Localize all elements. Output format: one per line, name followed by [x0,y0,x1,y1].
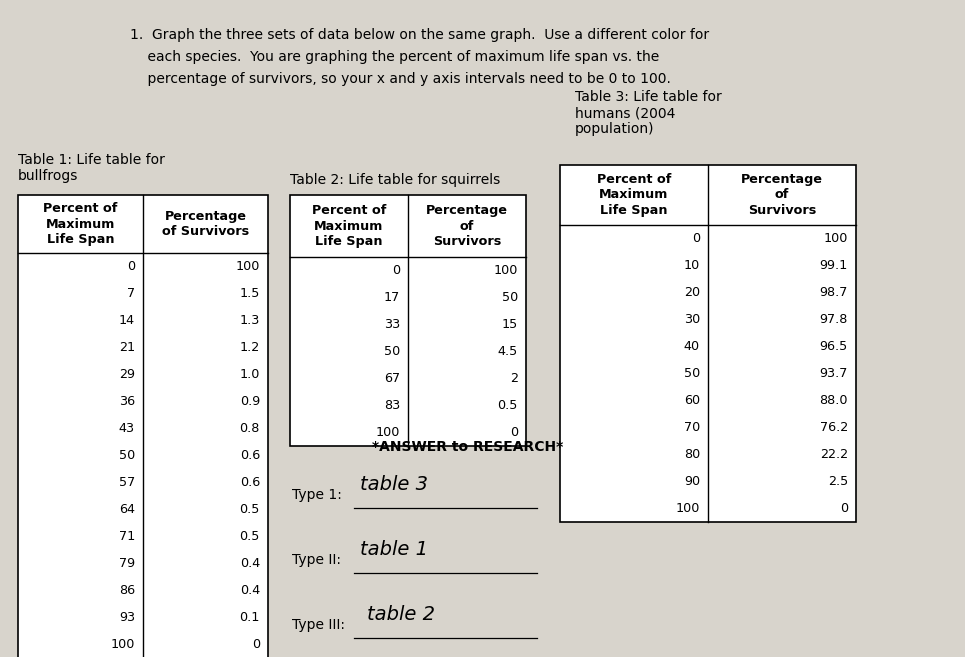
Text: 0.6: 0.6 [239,476,260,489]
Text: 0.5: 0.5 [239,503,260,516]
Text: Table 2: Life table for squirrels: Table 2: Life table for squirrels [290,173,500,187]
Bar [18,195,268,657]
Text: table 3: table 3 [360,475,428,494]
Text: 93.7: 93.7 [819,367,848,380]
Text: 99.1: 99.1 [819,259,848,272]
Text: 14: 14 [119,314,135,327]
Text: 15: 15 [502,318,518,331]
Text: 50: 50 [384,345,400,358]
Text: Percentage
of
Survivors: Percentage of Survivors [426,204,508,248]
Text: 0.9: 0.9 [239,395,260,408]
Text: 0.1: 0.1 [239,611,260,624]
Text: 83: 83 [384,399,400,412]
Text: 0.4: 0.4 [239,557,260,570]
Text: 86: 86 [119,584,135,597]
Text: 100: 100 [111,638,135,651]
Text: 0.8: 0.8 [239,422,260,435]
Text: 88.0: 88.0 [819,394,848,407]
Text: 4.5: 4.5 [498,345,518,358]
Text: 1.3: 1.3 [239,314,260,327]
Text: Percent of
Maximum
Life Span: Percent of Maximum Life Span [43,202,118,246]
Text: 98.7: 98.7 [819,286,848,299]
Text: 22.2: 22.2 [820,448,848,461]
Text: 10: 10 [684,259,700,272]
Text: 50: 50 [684,367,700,380]
Text: Type III:: Type III: [292,618,345,632]
Text: 100: 100 [235,260,260,273]
Text: 80: 80 [684,448,700,461]
Text: 0.4: 0.4 [239,584,260,597]
Text: 30: 30 [684,313,700,326]
Text: table 1: table 1 [360,540,428,559]
Text: 29: 29 [119,368,135,381]
Text: 0: 0 [126,260,135,273]
Text: 67: 67 [384,372,400,385]
Text: 1.2: 1.2 [239,341,260,354]
Text: 100: 100 [494,264,518,277]
Text: 76.2: 76.2 [819,421,848,434]
Text: 50: 50 [502,291,518,304]
Text: 36: 36 [119,395,135,408]
Bar [290,195,526,446]
Text: 17: 17 [384,291,400,304]
Text: 100: 100 [676,502,700,515]
Text: table 2: table 2 [367,605,435,624]
Text: percentage of survivors, so your x and y axis intervals need to be 0 to 100.: percentage of survivors, so your x and y… [130,72,671,86]
Text: 0: 0 [692,232,700,245]
Text: 90: 90 [684,475,700,488]
Text: 70: 70 [684,421,700,434]
Text: 100: 100 [823,232,848,245]
Text: 60: 60 [684,394,700,407]
Text: 57: 57 [119,476,135,489]
Text: 0: 0 [252,638,260,651]
Text: 0: 0 [510,426,518,439]
Text: Percentage
of Survivors: Percentage of Survivors [162,210,249,238]
Text: 100: 100 [375,426,400,439]
Text: 79: 79 [119,557,135,570]
Text: Type 1:: Type 1: [292,488,342,502]
Text: Percent of
Maximum
Life Span: Percent of Maximum Life Span [312,204,386,248]
Text: Table 3: Life table for
humans (2004
population): Table 3: Life table for humans (2004 pop… [575,90,722,137]
Text: 1.0: 1.0 [239,368,260,381]
Text: 33: 33 [384,318,400,331]
Text: 0.6: 0.6 [239,449,260,462]
Text: 2.5: 2.5 [828,475,848,488]
Bar [560,165,856,522]
Text: 71: 71 [119,530,135,543]
Text: Type II:: Type II: [292,553,341,567]
Text: Percent of
Maximum
Life Span: Percent of Maximum Life Span [596,173,672,217]
Text: 97.8: 97.8 [819,313,848,326]
Text: 43: 43 [119,422,135,435]
Text: *ANSWER to RESEARCH*: *ANSWER to RESEARCH* [372,440,564,454]
Text: 64: 64 [119,503,135,516]
Text: 0: 0 [840,502,848,515]
Text: 0.5: 0.5 [239,530,260,543]
Text: Table 1: Life table for
bullfrogs: Table 1: Life table for bullfrogs [18,153,165,183]
Text: 7: 7 [126,287,135,300]
Text: 96.5: 96.5 [819,340,848,353]
Text: 0: 0 [392,264,400,277]
Text: 2: 2 [510,372,518,385]
Text: 1.5: 1.5 [239,287,260,300]
Text: 40: 40 [684,340,700,353]
Text: each species.  You are graphing the percent of maximum life span vs. the: each species. You are graphing the perce… [130,50,659,64]
Text: 1.  Graph the three sets of data below on the same graph.  Use a different color: 1. Graph the three sets of data below on… [130,28,709,42]
Text: 93: 93 [119,611,135,624]
Text: 21: 21 [119,341,135,354]
Text: 0.5: 0.5 [498,399,518,412]
Text: 50: 50 [119,449,135,462]
Text: Percentage
of
Survivors: Percentage of Survivors [741,173,823,217]
Text: 20: 20 [684,286,700,299]
